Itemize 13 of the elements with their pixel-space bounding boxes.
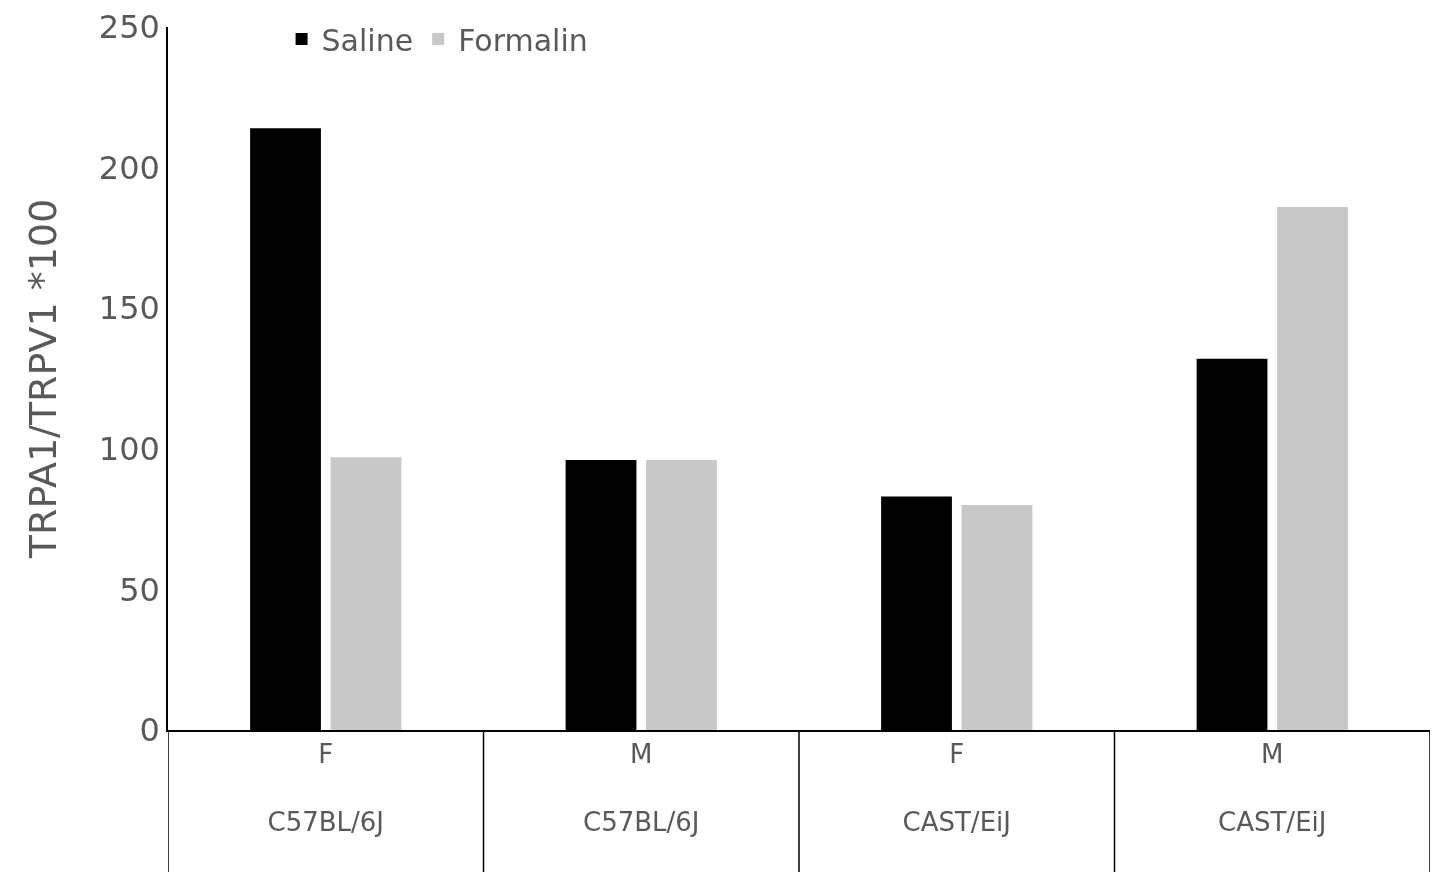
category-label: M C57BL/6J bbox=[582, 738, 700, 837]
y-tick-label: 200 bbox=[98, 148, 160, 187]
y-tick-label: 250 bbox=[98, 8, 160, 47]
y-axis-title: TRPA1/TRPV1 *100 bbox=[21, 198, 66, 560]
y-tick-label: 100 bbox=[98, 430, 160, 468]
category-label: M CAST/EiJ bbox=[1218, 738, 1327, 837]
category-label: F C57BL/6J bbox=[267, 738, 385, 837]
legend-label: Formalin bbox=[458, 22, 588, 58]
y-tick-label: 150 bbox=[98, 289, 160, 328]
category-label: F CAST/EiJ bbox=[902, 738, 1011, 837]
y-tick-label: 50 bbox=[119, 570, 160, 609]
y-tick-label: 0 bbox=[139, 711, 160, 750]
legend-label: Saline bbox=[321, 22, 414, 58]
